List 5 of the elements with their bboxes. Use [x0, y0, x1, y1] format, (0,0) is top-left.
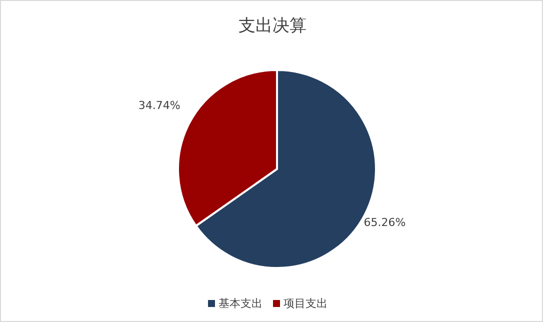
data-label: 65.26%: [364, 216, 406, 230]
chart-title: 支出决算: [238, 16, 306, 36]
legend-label: 基本支出: [218, 297, 262, 310]
legend-label: 项目支出: [284, 297, 328, 310]
data-label: 34.74%: [138, 98, 180, 112]
